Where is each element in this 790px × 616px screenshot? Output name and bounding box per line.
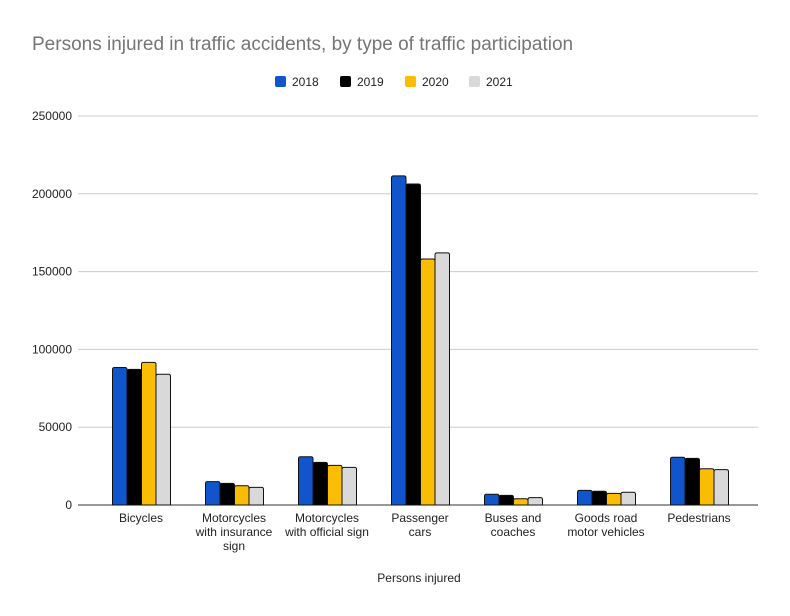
bar-2020-4 [513,498,529,506]
bar-2018-0 [112,366,128,506]
bar-2020-1 [234,485,250,506]
legend-swatch-2020 [405,76,416,87]
bar-2019-0 [126,368,142,506]
y-tick-label: 0 [65,498,72,512]
chart-title: Persons injured in traffic accidents, by… [32,34,573,55]
x-tick-label: Passenger [391,511,448,525]
bar-2021-4 [527,497,543,506]
y-tick-label: 250000 [32,109,72,123]
legend-swatch-2021 [469,76,480,87]
x-tick-label: Bicycles [119,511,163,525]
bars [112,175,729,506]
x-tick-label: coaches [491,525,536,539]
bar-2019-6 [684,457,700,506]
bar-2021-0 [155,373,171,506]
bar-2019-3 [405,183,421,506]
bar-2020-0 [141,361,157,506]
legend-swatch-2018 [275,76,286,87]
bar-2019-2 [312,461,328,506]
legend: 2018 2019 2020 2021 [275,75,513,89]
x-axis-title: Persons injured [377,571,460,585]
bar-2018-1 [205,481,221,506]
bar-2018-4 [484,493,500,506]
bar-2021-6 [713,469,729,506]
legend-label-2021: 2021 [486,75,513,89]
bar-2018-6 [670,456,686,506]
y-tick-label: 200000 [32,187,72,201]
legend-label-2018: 2018 [292,75,319,89]
x-tick-label: Pedestrians [667,511,730,525]
x-tick-label: sign [223,539,245,553]
x-tick-label: Motorcycles [295,511,359,525]
bar-2019-4 [498,494,514,506]
legend-swatch-2019 [340,76,351,87]
bar-2018-2 [298,456,314,506]
bar-2021-3 [434,252,450,506]
bar-2020-6 [699,468,715,506]
x-tick-label: with insurance [195,525,273,539]
bar-2021-1 [248,486,264,506]
x-tick-label: with official sign [284,525,369,539]
x-tick-label: Buses and [485,511,542,525]
x-tick-label: cars [409,525,432,539]
bar-2019-1 [219,482,235,506]
bar-2019-5 [591,490,607,506]
legend-label-2019: 2019 [357,75,384,89]
y-tick-label: 50000 [39,420,73,434]
bar-2020-5 [606,492,622,506]
bar-2020-2 [327,464,343,506]
x-tick-label: Goods road [575,511,638,525]
y-tick-label: 100000 [32,342,72,356]
legend-label-2020: 2020 [422,75,449,89]
x-tick-label: motor vehicles [567,525,644,539]
x-tick-label: Motorcycles [202,511,266,525]
bar-2018-5 [577,489,593,506]
y-tick-label: 150000 [32,265,72,279]
bar-2018-3 [391,175,407,506]
bar-2021-5 [620,491,636,506]
bar-2021-2 [341,466,357,506]
bar-2020-3 [420,258,436,506]
